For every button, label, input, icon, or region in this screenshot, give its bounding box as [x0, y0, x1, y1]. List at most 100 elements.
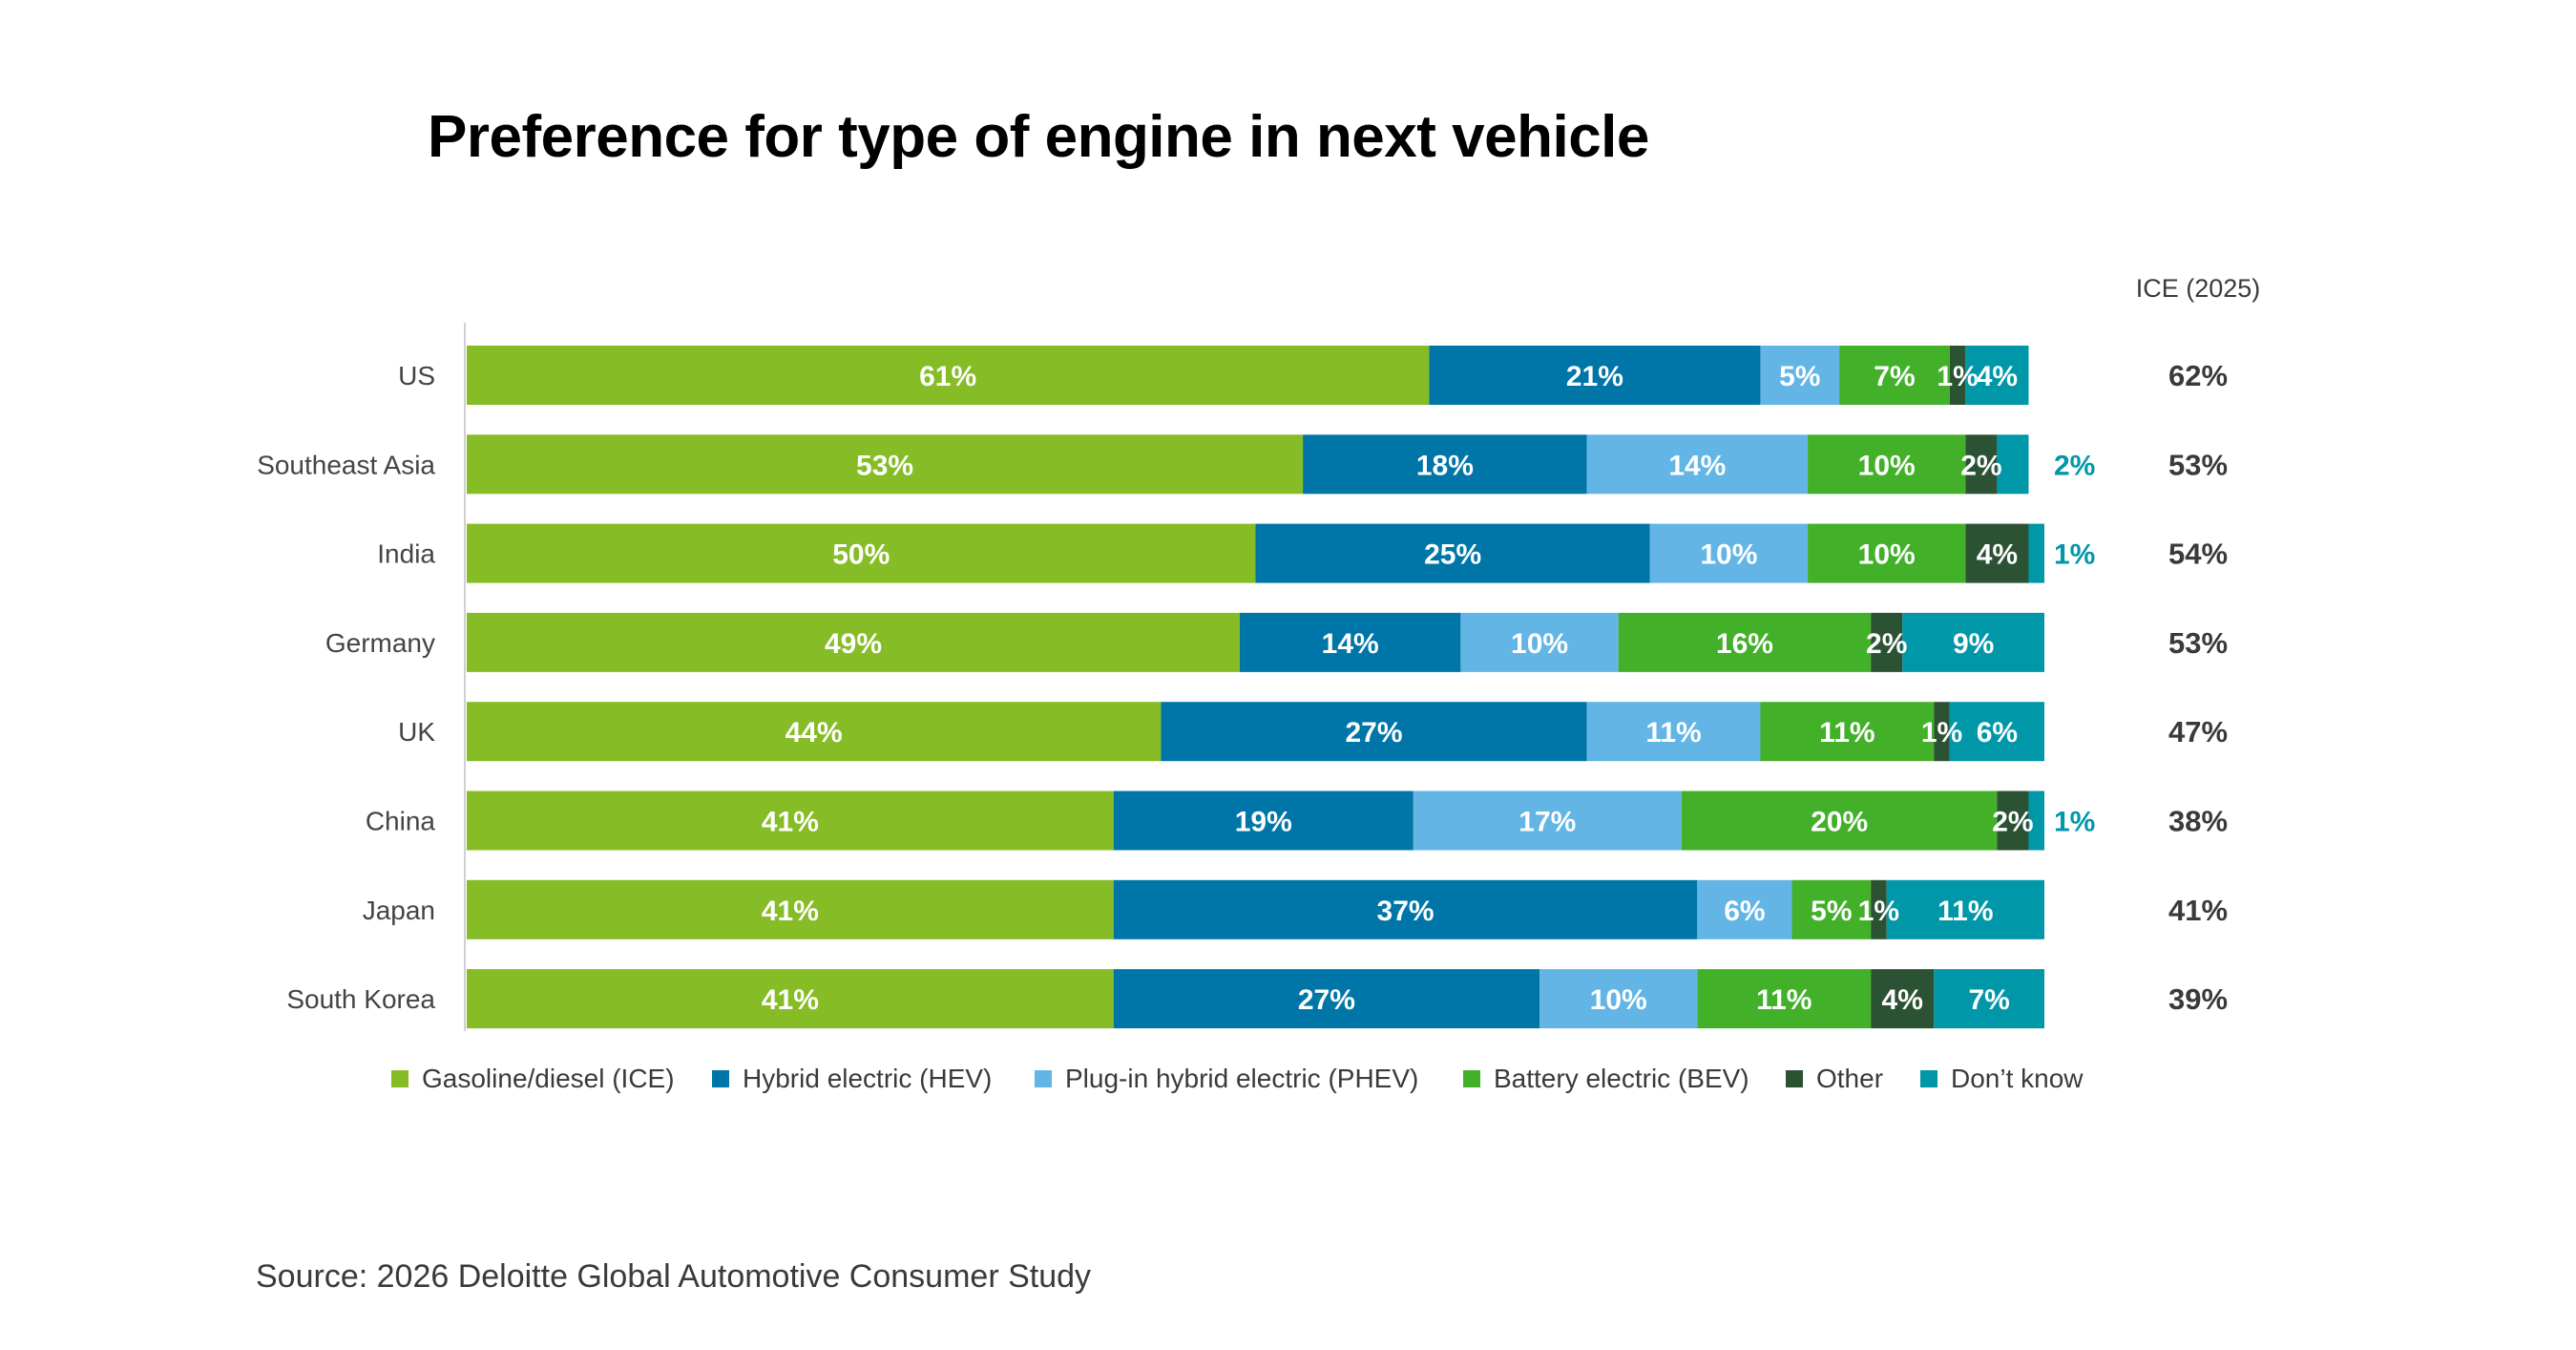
data-label-india-battery-electric-bev: 10% — [1858, 539, 1916, 571]
bar-uk-other — [1934, 702, 1950, 762]
bar-china-battery-electric-bev — [1681, 791, 1998, 851]
ice-2025-header: ICE (2025) — [2136, 274, 2261, 303]
bar-china-gasoline-diesel-ice — [467, 791, 1114, 851]
data-label-uk-plug-in-hybrid-electric-phev: 11% — [1645, 717, 1701, 749]
bar-south-korea-don-t-know — [1934, 969, 2044, 1029]
data-label-germany-plug-in-hybrid-electric-phev: 10% — [1511, 628, 1568, 660]
ice-2025-value-southeast-asia: 53% — [2168, 448, 2228, 481]
bar-india-other — [1965, 523, 2029, 583]
data-label-china-other: 2% — [1992, 807, 2033, 838]
data-label-india-don-t-know: 1% — [2054, 539, 2095, 571]
data-label-uk-hybrid-electric-hev: 27% — [1345, 717, 1402, 749]
ice-2025-value-japan: 41% — [2168, 894, 2228, 927]
category-label-japan: Japan — [363, 896, 435, 925]
legend-label-hybrid-electric-hev: Hybrid electric (HEV) — [743, 1064, 992, 1093]
data-label-us-other: 1% — [1937, 361, 1978, 392]
bars-layer — [467, 346, 2044, 1029]
data-label-us-don-t-know: 4% — [1977, 361, 2018, 392]
bar-us-other — [1949, 346, 1966, 405]
bar-southeast-asia-hybrid-electric-hev — [1303, 434, 1587, 495]
data-label-us-plug-in-hybrid-electric-phev: 5% — [1779, 361, 1820, 392]
data-label-south-korea-plug-in-hybrid-electric-phev: 10% — [1590, 984, 1647, 1016]
source-note: Source: 2026 Deloitte Global Automotive … — [256, 1258, 1092, 1295]
bar-us-don-t-know — [1965, 346, 2029, 405]
data-label-india-other: 4% — [1977, 539, 2018, 571]
bar-china-other — [1997, 791, 2029, 851]
data-label-south-korea-don-t-know: 7% — [1968, 984, 2009, 1016]
bar-uk-hybrid-electric-hev — [1161, 702, 1587, 762]
data-label-us-gasoline-diesel-ice: 61% — [919, 361, 976, 392]
bar-south-korea-other — [1871, 969, 1935, 1029]
data-label-us-battery-electric-bev: 7% — [1874, 361, 1915, 392]
ice-2025-value-india: 54% — [2168, 538, 2228, 571]
bar-south-korea-gasoline-diesel-ice — [467, 969, 1114, 1029]
data-label-uk-other: 1% — [1921, 717, 1962, 749]
data-label-southeast-asia-hybrid-electric-hev: 18% — [1416, 450, 1474, 481]
bar-china-plug-in-hybrid-electric-phev — [1413, 791, 1682, 851]
bar-china-don-t-know — [2028, 791, 2044, 851]
legend-swatch-hybrid-electric-hev — [712, 1070, 729, 1087]
data-label-germany-gasoline-diesel-ice: 49% — [825, 628, 882, 660]
bar-us-hybrid-electric-hev — [1429, 346, 1761, 405]
data-label-japan-don-t-know: 11% — [1937, 896, 1993, 927]
bar-us-plug-in-hybrid-electric-phev — [1760, 346, 1840, 405]
bar-southeast-asia-plug-in-hybrid-electric-phev — [1586, 434, 1809, 495]
bar-india-battery-electric-bev — [1808, 523, 1966, 583]
bar-germany-gasoline-diesel-ice — [467, 612, 1240, 672]
ice-2025-value-uk: 47% — [2168, 715, 2228, 749]
data-label-south-korea-gasoline-diesel-ice: 41% — [762, 984, 819, 1016]
bar-germany-plug-in-hybrid-electric-phev — [1460, 612, 1619, 672]
legend-swatch-gasoline-diesel-ice — [391, 1070, 408, 1087]
bar-japan-don-t-know — [1886, 879, 2044, 939]
data-label-uk-battery-electric-bev: 11% — [1819, 717, 1874, 749]
bar-us-gasoline-diesel-ice — [467, 346, 1430, 405]
bar-southeast-asia-gasoline-diesel-ice — [467, 434, 1304, 495]
data-label-germany-hybrid-electric-hev: 14% — [1322, 628, 1379, 660]
bar-germany-battery-electric-bev — [1618, 612, 1872, 672]
data-label-uk-don-t-know: 6% — [1977, 717, 2018, 749]
data-label-china-hybrid-electric-hev: 19% — [1235, 807, 1292, 838]
ice-2025-value-south-korea: 39% — [2168, 982, 2228, 1016]
data-label-china-plug-in-hybrid-electric-phev: 17% — [1518, 807, 1576, 838]
labels-layer: US 61% 21% 5% 7% 1%4% 62%Southeast Asia 53% 18% 1… — [257, 274, 2260, 1016]
data-label-south-korea-hybrid-electric-hev: 27% — [1298, 984, 1355, 1016]
legend-swatch-plug-in-hybrid-electric-phev — [1035, 1070, 1052, 1087]
data-label-japan-battery-electric-bev: 5% — [1811, 896, 1852, 927]
bar-southeast-asia-battery-electric-bev — [1808, 434, 1966, 495]
data-label-japan-plug-in-hybrid-electric-phev: 6% — [1724, 896, 1765, 927]
data-label-germany-battery-electric-bev: 16% — [1716, 628, 1773, 660]
category-label-uk: UK — [398, 717, 435, 747]
bar-germany-don-t-know — [1902, 612, 2044, 672]
bar-uk-gasoline-diesel-ice — [467, 702, 1162, 762]
legend-swatch-other — [1786, 1070, 1803, 1087]
data-label-southeast-asia-other: 2% — [1960, 450, 2001, 481]
data-label-japan-gasoline-diesel-ice: 41% — [762, 896, 819, 927]
chart-title: Preference for type of engine in next ve… — [428, 104, 1649, 170]
bar-japan-battery-electric-bev — [1791, 879, 1872, 939]
data-label-southeast-asia-battery-electric-bev: 10% — [1858, 450, 1916, 481]
data-label-uk-gasoline-diesel-ice: 44% — [785, 717, 843, 749]
bar-southeast-asia-other — [1965, 434, 1998, 495]
category-label-south-korea: South Korea — [286, 984, 435, 1014]
legend: Gasoline/diesel (ICE) Hybrid electric (HE… — [391, 1064, 2084, 1093]
bar-india-hybrid-electric-hev — [1255, 523, 1650, 583]
bar-china-hybrid-electric-hev — [1113, 791, 1414, 851]
bar-japan-gasoline-diesel-ice — [467, 879, 1114, 939]
bar-south-korea-battery-electric-bev — [1697, 969, 1872, 1029]
data-label-china-don-t-know: 1% — [2054, 807, 2095, 838]
category-label-southeast-asia: Southeast Asia — [257, 450, 435, 479]
ice-2025-value-germany: 53% — [2168, 626, 2228, 660]
bar-germany-other — [1871, 612, 1903, 672]
bar-south-korea-hybrid-electric-hev — [1113, 969, 1540, 1029]
data-label-us-hybrid-electric-hev: 21% — [1566, 361, 1623, 392]
data-label-germany-other: 2% — [1866, 628, 1907, 660]
bar-japan-other — [1871, 879, 1887, 939]
data-label-china-gasoline-diesel-ice: 41% — [762, 807, 819, 838]
data-label-southeast-asia-gasoline-diesel-ice: 53% — [856, 450, 913, 481]
data-label-india-plug-in-hybrid-electric-phev: 10% — [1700, 539, 1757, 571]
bar-south-korea-plug-in-hybrid-electric-phev — [1539, 969, 1698, 1029]
category-label-us: US — [398, 361, 435, 390]
bar-india-don-t-know — [2028, 523, 2044, 583]
category-label-germany: Germany — [325, 628, 435, 658]
data-label-india-hybrid-electric-hev: 25% — [1424, 539, 1481, 571]
